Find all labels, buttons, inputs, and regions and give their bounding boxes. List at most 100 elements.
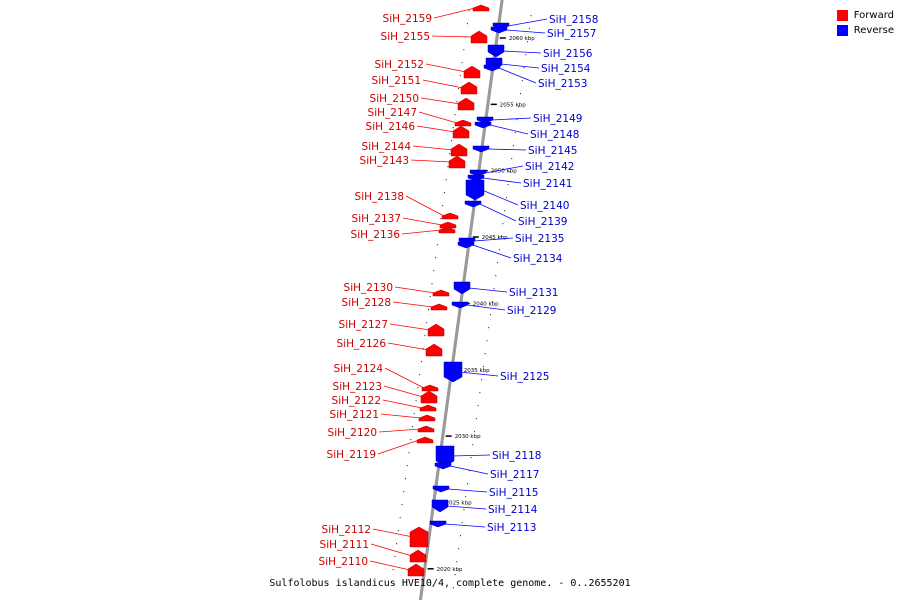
forward-leader-line <box>401 229 442 235</box>
forward-leader-line <box>377 439 420 455</box>
forward-gene-label: SiH_2121 <box>330 409 379 421</box>
dot-right <box>474 431 476 433</box>
reverse-gene-label: SiH_2145 <box>528 145 577 157</box>
dot-right <box>507 184 509 186</box>
dot-left <box>390 582 392 584</box>
forward-gene-label: SiH_2152 <box>375 59 424 71</box>
forward-gene-label: SiH_2120 <box>328 427 377 439</box>
dot-left <box>422 348 424 350</box>
reverse-gene-arrow <box>429 520 447 528</box>
genome-caption: Sulfolobus islandicus HVE10/4, complete … <box>269 578 631 589</box>
dot-right <box>456 561 458 563</box>
forward-gene-label: SiH_2147 <box>368 107 417 119</box>
forward-gene-label: SiH_2130 <box>344 282 393 294</box>
reverse-gene-label: SiH_2149 <box>533 113 582 125</box>
reverse-gene-label: SiH_2125 <box>500 371 549 383</box>
forward-gene-arrow <box>416 436 434 444</box>
dot-right <box>520 93 522 95</box>
dot-right <box>527 41 529 43</box>
dot-left <box>406 465 408 467</box>
reverse-gene-arrow <box>451 301 469 309</box>
dot-right <box>466 483 468 485</box>
dot-left <box>413 413 415 415</box>
forward-gene-label: SiH_2155 <box>381 31 430 43</box>
forward-gene-arrow <box>460 81 478 95</box>
reverse-gene-arrow <box>474 121 492 129</box>
reverse-leader-line <box>447 488 488 493</box>
reverse-leader-line <box>487 148 527 151</box>
dot-left <box>419 374 421 376</box>
forward-leader-line <box>383 385 424 398</box>
dot-right <box>511 158 513 160</box>
forward-gene-arrow <box>419 404 437 412</box>
forward-gene-label: SiH_2150 <box>370 93 419 105</box>
reverse-gene-label: SiH_2139 <box>518 216 567 228</box>
dot-right <box>470 457 472 459</box>
dot-left <box>404 478 406 480</box>
forward-leader-line <box>412 145 454 151</box>
dot-right <box>463 509 465 511</box>
dot-left <box>399 517 401 519</box>
forward-gene-arrow <box>432 289 450 297</box>
dot-left <box>449 153 451 155</box>
forward-leader-line <box>431 35 474 38</box>
reverse-gene-arrow <box>431 499 449 513</box>
forward-leader-line <box>433 7 476 19</box>
reverse-leader-line <box>459 371 499 377</box>
forward-gene-label: SiH_2137 <box>352 213 401 225</box>
forward-gene-label: SiH_2159 <box>383 13 432 25</box>
dot-right <box>489 314 491 316</box>
forward-gene-arrow <box>427 323 445 337</box>
dot-left <box>417 387 419 389</box>
dot-right <box>502 223 504 225</box>
scale-tick-label: 2020 kbp <box>437 567 463 573</box>
reverse-gene-arrow <box>487 44 505 58</box>
reverse-leader-line <box>466 304 506 311</box>
position-dots <box>390 10 532 589</box>
dot-right <box>516 119 518 121</box>
reverse-gene-arrow <box>465 179 485 201</box>
forward-gene-label: SiH_2151 <box>372 75 421 87</box>
forward-gene-label: SiH_2143 <box>360 155 409 167</box>
forward-gene-arrow <box>452 125 470 139</box>
forward-leader-line <box>416 125 456 133</box>
dot-left <box>431 283 433 285</box>
forward-leader-line <box>410 159 452 163</box>
dot-left <box>461 62 463 64</box>
forward-gene-label: SiH_2138 <box>355 191 404 203</box>
dot-left <box>401 504 403 506</box>
forward-leader-line <box>372 528 414 538</box>
forward-leader-line <box>422 79 464 89</box>
forward-gene-arrow <box>450 143 468 157</box>
scale-tick-label: 2060 kbp <box>509 36 535 42</box>
reverse-leader-line <box>446 505 487 510</box>
reverse-leader-line <box>489 124 529 135</box>
dot-right <box>523 67 525 69</box>
scale-tick-label: 2055 kbp <box>500 102 526 108</box>
forward-gene-arrow <box>418 414 436 422</box>
forward-gene-arrow <box>463 65 481 79</box>
forward-gene-label: SiH_2127 <box>339 319 388 331</box>
dot-left <box>442 205 444 207</box>
forward-leader-line <box>392 301 434 308</box>
reverse-leader-line <box>491 117 532 121</box>
dot-right <box>468 470 470 472</box>
dot-right <box>486 340 488 342</box>
forward-gene-arrow <box>454 119 472 127</box>
forward-gene-arrow <box>470 30 488 44</box>
reverse-leader-line <box>482 177 522 184</box>
scale-tick-label: 2045 kbp <box>482 235 508 241</box>
reverse-gene-arrow <box>490 26 508 34</box>
forward-gene-label: SiH_2146 <box>366 121 416 133</box>
forward-leader-line <box>380 413 422 419</box>
forward-gene-label: SiH_2128 <box>342 297 391 309</box>
gene-labels: SiH_2159 SiH_2155 SiH_2152 SiH_2151 SiH_2150… <box>319 7 598 571</box>
dot-left <box>424 335 426 337</box>
reverse-leader-line <box>451 454 491 457</box>
reverse-gene-arrow <box>476 116 494 124</box>
reverse-gene-arrow <box>469 169 487 177</box>
scale-tick-label: 2050 kbp <box>491 169 517 175</box>
forward-gene-label: SiH_2144 <box>362 141 412 153</box>
dot-left <box>463 49 465 51</box>
dot-right <box>530 15 532 17</box>
